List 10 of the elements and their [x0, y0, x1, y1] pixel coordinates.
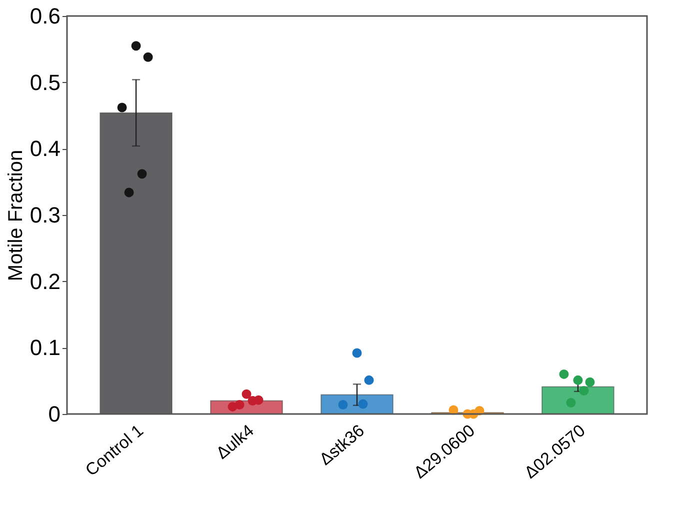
bar — [542, 386, 614, 414]
y-tick-label: 0.6 — [30, 4, 60, 28]
y-tick-label: 0.3 — [30, 202, 60, 228]
y-tick-label: 0.2 — [30, 268, 60, 294]
bar — [100, 112, 172, 414]
y-tick-label: 0.4 — [30, 136, 60, 162]
y-axis-title: Motile Fraction — [4, 150, 27, 282]
y-tick-label: 0 — [48, 402, 60, 426]
y-tick-label: 0.5 — [30, 70, 60, 95]
y-tick-label: 0.1 — [30, 335, 60, 360]
